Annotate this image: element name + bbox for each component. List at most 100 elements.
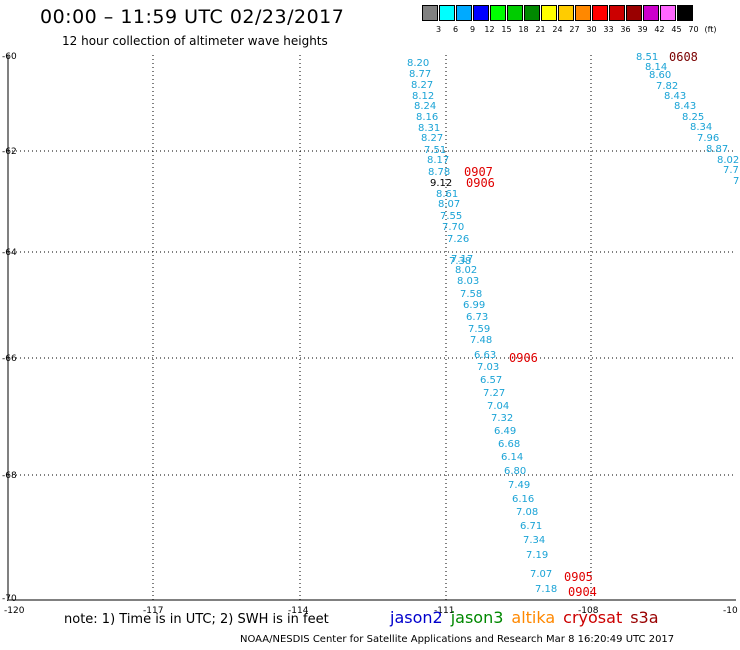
wave-height-value: 7.70 <box>442 222 464 233</box>
wave-height-value: 8.27 <box>421 133 443 144</box>
wave-height-value: 7.58 <box>460 289 482 300</box>
wave-height-value: 6.99 <box>463 300 485 311</box>
legend-altika: altika <box>511 608 556 627</box>
scale-swatch <box>524 5 540 21</box>
satellite-legend: jason2 jason3 altika cryosat s3a <box>390 608 667 627</box>
legend-cryosat: cryosat <box>563 608 623 627</box>
scale-label: 15 <box>501 25 512 34</box>
wave-height-value: 7.04 <box>487 401 509 412</box>
scale-label: 9 <box>469 25 476 34</box>
wave-height-value: 6.57 <box>480 375 502 386</box>
footer-note: note: 1) Time is in UTC; 2) SWH is in fe… <box>64 612 329 627</box>
wave-height-value: 8.02 <box>455 265 477 276</box>
lon-label: -108 <box>578 606 599 616</box>
wave-height-value: 8.27 <box>411 80 433 91</box>
lon-label: -117 <box>143 606 163 616</box>
wave-height-value: 6.71 <box>520 521 542 532</box>
lat-label: -66 <box>2 354 17 364</box>
map-grid <box>8 55 736 600</box>
wave-height-value: 7.17 <box>451 254 473 265</box>
pass-time-label: 0906 <box>509 351 538 365</box>
wave-height-value: 7.34 <box>523 535 545 546</box>
wave-height-value: 7.18 <box>535 584 557 595</box>
wave-height-value: 7.07 <box>530 569 552 580</box>
wave-height-value: 8.43 <box>674 101 696 112</box>
scale-label: 33 <box>603 25 614 34</box>
wave-height-value: 8.03 <box>457 276 479 287</box>
lat-label: -64 <box>2 248 17 258</box>
wave-height-value: 8.02 <box>717 155 739 166</box>
scale-label: (ft) <box>704 25 717 34</box>
wave-height-value: 6.73 <box>466 312 488 323</box>
wave-height-value: 7.26 <box>447 234 469 245</box>
scale-swatch <box>626 5 642 21</box>
pass-time-label: 0905 <box>564 570 593 584</box>
scale-swatch <box>558 5 574 21</box>
wave-height-value: 8.78 <box>428 167 450 178</box>
wave-height-value: 7.27 <box>483 388 505 399</box>
wave-height-value: 8.77 <box>409 69 431 80</box>
scale-swatch <box>592 5 608 21</box>
wave-height-value: 8.17 <box>427 155 449 166</box>
scale-label: 21 <box>535 25 546 34</box>
wave-height-value: 7 <box>733 176 739 187</box>
wave-height-value: 7.7 <box>723 165 739 176</box>
wave-height-value: 8.31 <box>418 123 440 134</box>
scale-label: 24 <box>552 25 563 34</box>
lat-label: -60 <box>2 52 17 62</box>
wave-height-value: 8.24 <box>414 101 436 112</box>
scale-label: 3 <box>435 25 442 34</box>
wave-height-value: 8.25 <box>682 112 704 123</box>
map-subtitle: 12 hour collection of altimeter wave hei… <box>62 34 328 48</box>
scale-label: 45 <box>671 25 682 34</box>
wave-height-value: 7.51 <box>424 145 446 156</box>
lat-axis-labels: -60 -62 -64 -66 -68 -70 <box>2 52 17 604</box>
lon-label: -114 <box>288 606 309 616</box>
scale-swatch <box>507 5 523 21</box>
lat-label: -68 <box>2 471 17 481</box>
wave-height-value: 8.12 <box>412 91 434 102</box>
scale-label: 30 <box>586 25 597 34</box>
pass-time-label: 0907 <box>464 165 493 179</box>
wave-height-value: 8.51 <box>636 52 658 63</box>
wave-height-value: 9.12 <box>430 178 452 189</box>
track-main: 8.208.778.278.128.248.168.318.277.518.17… <box>407 58 557 595</box>
scale-label: 6 <box>452 25 459 34</box>
scale-swatch <box>456 5 472 21</box>
wave-height-value: 6.68 <box>498 439 520 450</box>
pass-time-labels: 0608 0907 0906 0906 0905 0904 <box>464 50 698 599</box>
wave-height-value: 8.07 <box>438 199 460 210</box>
wave-height-value: 8.43 <box>664 91 686 102</box>
lon-label: -111 <box>434 606 454 616</box>
scale-label: 12 <box>484 25 495 34</box>
wave-height-value: 8.16 <box>416 112 438 123</box>
scale-swatch <box>422 5 438 21</box>
scale-swatch <box>575 5 591 21</box>
scale-swatch <box>609 5 625 21</box>
wave-height-value: 7.59 <box>468 324 490 335</box>
wave-height-value: 7.38 <box>449 256 471 267</box>
wave-height-value: 8.34 <box>690 122 712 133</box>
wave-height-value: 8.20 <box>407 58 429 69</box>
pass-time-label: 0906 <box>466 176 495 190</box>
pass-time-label: 0608 <box>669 50 698 64</box>
lon-label: -120 <box>4 606 25 616</box>
wave-height-value: 6.80 <box>504 466 526 477</box>
wave-height-value: 7.49 <box>508 480 530 491</box>
scale-label: 27 <box>569 25 580 34</box>
map-title: 00:00 – 11:59 UTC 02/23/2017 <box>40 6 345 28</box>
scale-label: 36 <box>620 25 631 34</box>
lat-label: -70 <box>2 594 17 604</box>
legend-jason2: jason2 <box>390 608 443 627</box>
wave-height-value: 7.55 <box>440 211 462 222</box>
scale-swatch <box>643 5 659 21</box>
wave-height-value: 7.82 <box>656 81 678 92</box>
wave-height-value: 7.03 <box>477 362 499 373</box>
wave-height-value: 8.60 <box>649 70 671 81</box>
wave-height-value: 7.96 <box>697 133 719 144</box>
wave-height-value: 8.87 <box>706 144 728 155</box>
legend-jason3: jason3 <box>450 608 504 627</box>
legend-s3a: s3a <box>630 608 659 627</box>
scale-label: 42 <box>654 25 665 34</box>
